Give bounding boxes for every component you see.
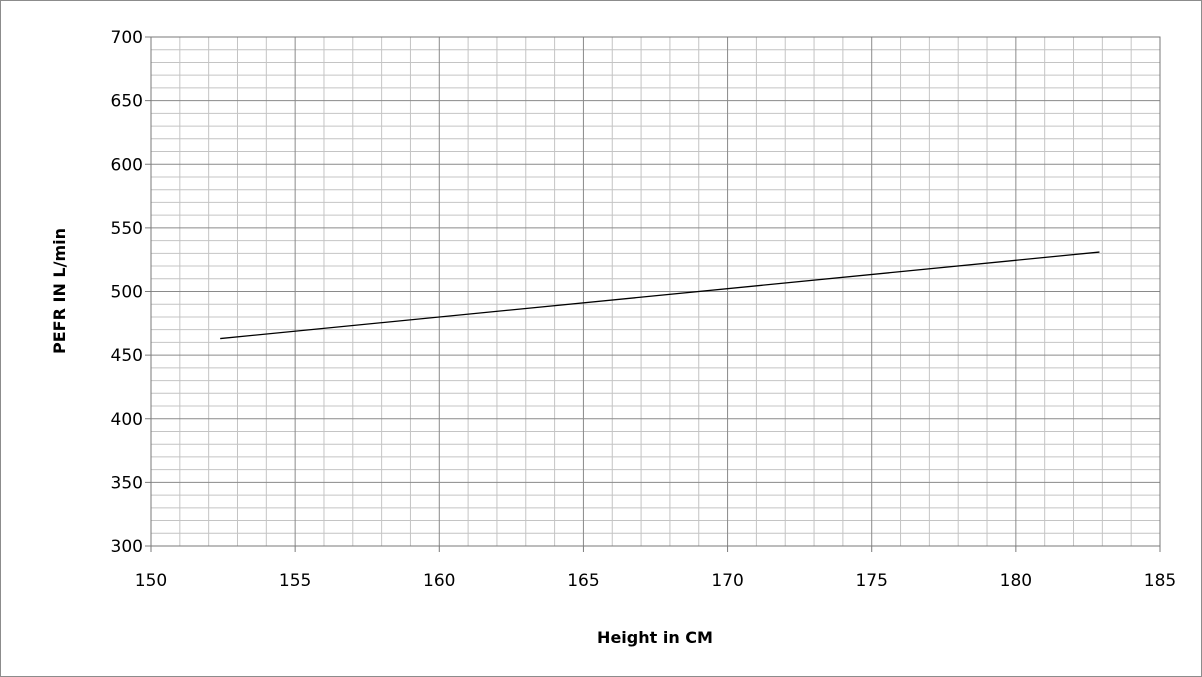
y-tick-label: 650: [111, 92, 143, 112]
y-tick-label: 400: [111, 410, 143, 430]
x-tick-label: 180: [1000, 571, 1032, 591]
y-axis-title: PEFR IN L/min: [50, 228, 69, 354]
x-tick-label: 160: [423, 571, 455, 591]
y-tick-label: 500: [111, 283, 143, 303]
x-axis-title: Height in CM: [597, 628, 713, 647]
y-tick-label: 350: [111, 473, 143, 493]
y-axis-tick-labels: 300 350 400 450 500 550 600 650 700: [111, 28, 151, 557]
x-tick-label: 170: [711, 571, 743, 591]
x-tick-label: 175: [855, 571, 887, 591]
y-tick-label: 300: [111, 537, 143, 557]
x-axis-tick-labels: 150 155 160 165 170 175 180 185: [135, 546, 1176, 591]
y-tick-label: 700: [111, 28, 143, 48]
x-tick-label: 155: [279, 571, 311, 591]
x-tick-label: 165: [567, 571, 599, 591]
x-tick-label: 150: [135, 571, 167, 591]
series-line-0: [220, 251, 1100, 340]
x-tick-label: 185: [1144, 571, 1176, 591]
series-layer: [220, 251, 1100, 340]
y-tick-label: 450: [111, 346, 143, 366]
y-tick-label: 550: [111, 219, 143, 239]
y-tick-label: 600: [111, 155, 143, 175]
